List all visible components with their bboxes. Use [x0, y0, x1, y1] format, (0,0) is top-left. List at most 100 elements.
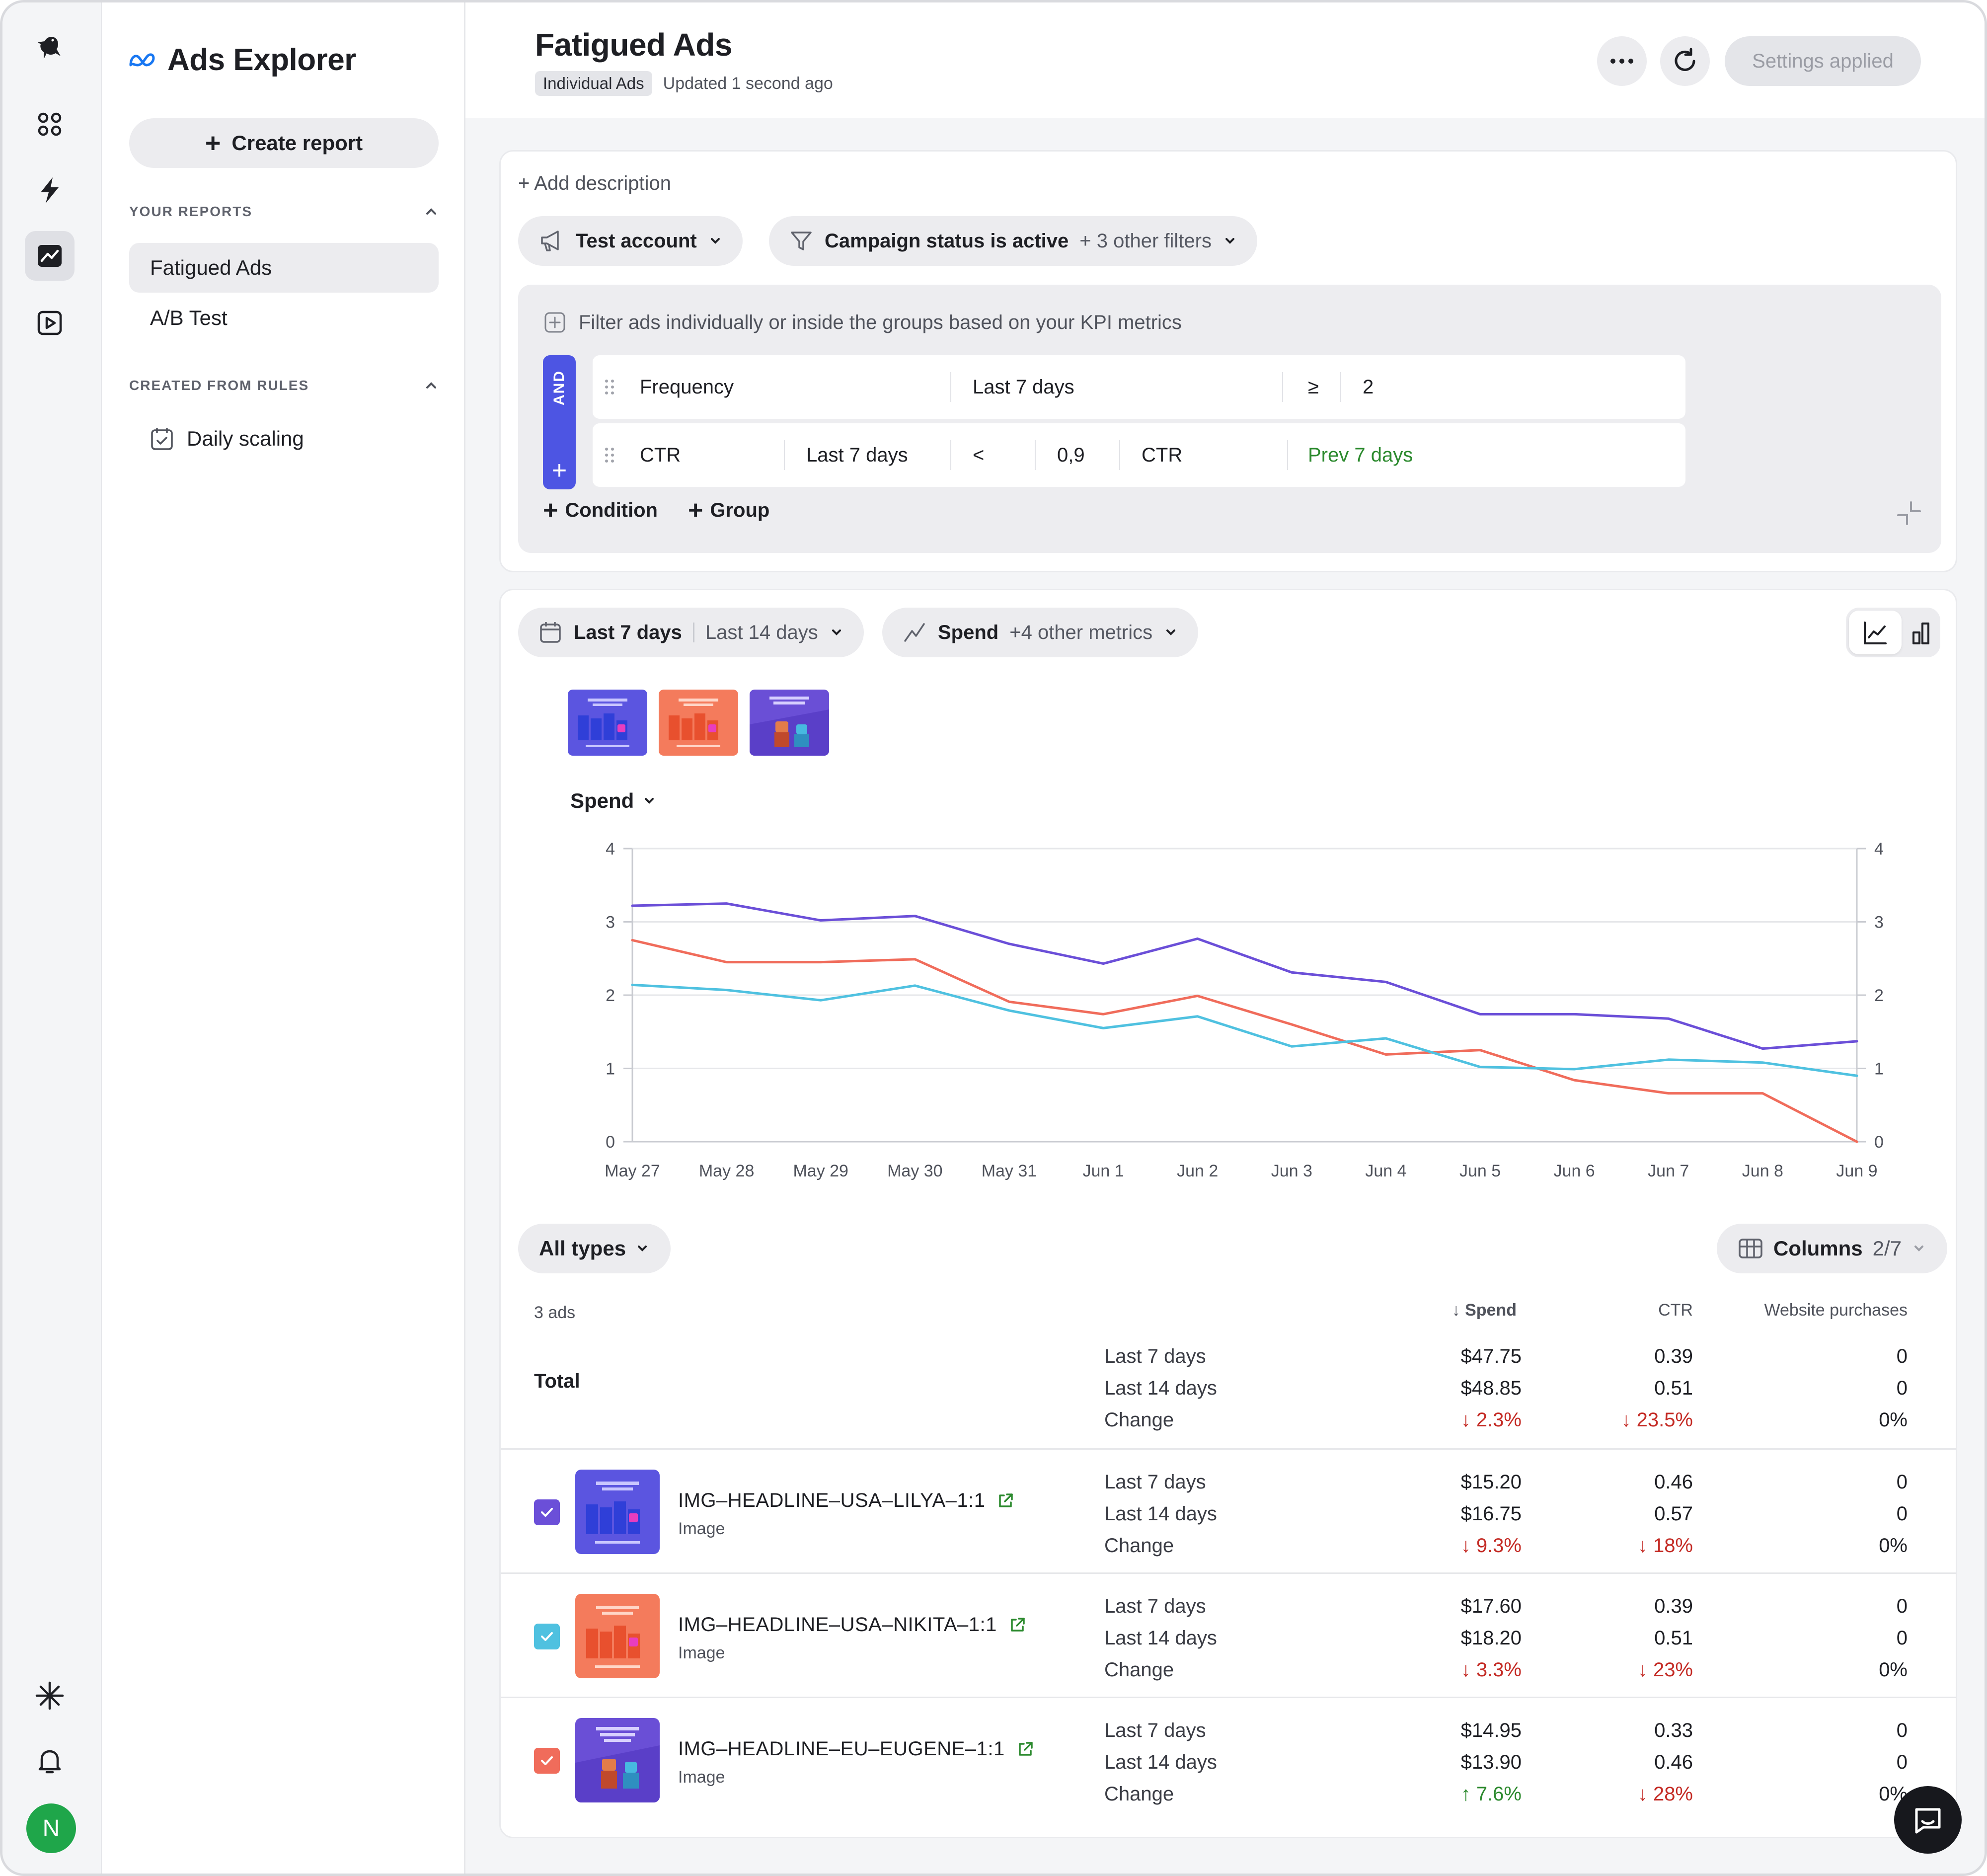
create-report-button[interactable]: + Create report	[129, 118, 439, 168]
chart-metric-label: Spend	[570, 789, 634, 812]
value: 0.51	[1654, 1377, 1693, 1399]
period-last-14: Last 14 days	[1104, 1751, 1217, 1773]
line-chart-view-icon[interactable]	[1862, 620, 1889, 646]
condition-metric[interactable]: CTR	[640, 444, 681, 466]
value: $16.75	[1460, 1503, 1522, 1525]
y-tick-label-right: 2	[1874, 986, 1884, 1005]
condition-operator[interactable]: <	[973, 444, 985, 466]
created-from-rules-header[interactable]: CREATED FROM RULES	[129, 378, 439, 393]
drag-handle-icon[interactable]	[604, 355, 615, 419]
your-reports-header[interactable]: YOUR REPORTS	[129, 204, 439, 220]
megaphone-icon	[541, 231, 559, 251]
condition-compare-metric[interactable]: CTR	[1142, 444, 1183, 466]
ad-thumbnail[interactable]	[575, 1718, 660, 1802]
row-checkbox[interactable]	[534, 1748, 560, 1774]
value: 0%	[1879, 1783, 1908, 1805]
add-to-group-icon[interactable]: +	[551, 456, 567, 485]
apps-grid-icon[interactable]	[25, 99, 75, 149]
bird-logo-icon[interactable]	[25, 22, 75, 72]
ad-name[interactable]: IMG–HEADLINE–USA–NIKITA–1:1	[678, 1614, 1027, 1636]
series-line-2	[631, 938, 1858, 1143]
external-link-icon[interactable]	[1008, 1616, 1027, 1635]
video-play-icon[interactable]	[25, 298, 75, 348]
column-header-website-purchases[interactable]: Website purchases	[1764, 1301, 1908, 1320]
y-tick-label: 3	[606, 913, 615, 932]
bar-chart-view-icon[interactable]	[1911, 620, 1931, 646]
date-range-selector[interactable]: Last 7 days Last 14 days	[518, 608, 864, 657]
row-ctr: 0.46 0.57 ↓ 18%	[1544, 1466, 1693, 1562]
row-spend: $14.95 $13.90 ↑ 7.6%	[1370, 1715, 1522, 1810]
ad-thumbnail-nikita[interactable]	[659, 690, 738, 756]
row-ctr: 0.33 0.46 ↓ 28%	[1544, 1715, 1693, 1810]
table-row[interactable]: IMG–HEADLINE–USA–NIKITA–1:1 Image Last 7…	[501, 1572, 1956, 1697]
condition-value[interactable]: 2	[1363, 376, 1374, 398]
campaign-filter-selector[interactable]: Campaign status is active + 3 other filt…	[769, 216, 1257, 266]
table-row[interactable]: IMG–HEADLINE–EU–EUGENE–1:1 Image Last 7 …	[501, 1697, 1956, 1821]
chevron-down-icon	[1166, 629, 1176, 635]
user-avatar[interactable]: N	[26, 1803, 76, 1853]
x-tick-label: Jun 1	[1082, 1162, 1124, 1180]
refresh-button[interactable]	[1660, 36, 1710, 86]
collapse-icon[interactable]	[1894, 498, 1924, 528]
analytics-icon[interactable]	[25, 231, 75, 281]
ad-thumbnail[interactable]	[575, 1594, 660, 1678]
more-options-button[interactable]	[1597, 36, 1647, 86]
condition-period[interactable]: Last 7 days	[806, 444, 908, 466]
value: 0	[1896, 1751, 1908, 1773]
ad-types-filter[interactable]: All types	[518, 1224, 671, 1273]
sidebar-item-daily-scaling[interactable]: Daily scaling	[149, 426, 304, 452]
row-checkbox[interactable]	[534, 1624, 560, 1649]
sidebar-item-ab-test[interactable]: A/B Test	[129, 293, 439, 343]
column-header-ctr[interactable]: CTR	[1658, 1301, 1693, 1320]
external-link-icon[interactable]	[996, 1491, 1015, 1510]
condition-metric[interactable]: Frequency	[640, 376, 734, 398]
ad-thumbnail-eugene[interactable]	[750, 690, 829, 756]
row-spend: $15.20 $16.75 ↓ 9.3%	[1370, 1466, 1522, 1562]
add-group-button[interactable]: + Group	[688, 497, 769, 523]
chart-metric-selector[interactable]: Spend	[570, 789, 657, 813]
condition-period[interactable]: Last 7 days	[973, 376, 1074, 398]
ad-name[interactable]: IMG–HEADLINE–USA–LILYA–1:1	[678, 1489, 1015, 1512]
create-report-label: Create report	[231, 131, 363, 155]
period-change: Change	[1104, 1659, 1174, 1681]
drag-handle-icon[interactable]	[604, 423, 615, 487]
ad-type: Image	[678, 1768, 725, 1787]
condition-operator[interactable]: ≥	[1308, 376, 1319, 398]
performance-card: Last 7 days Last 14 days Spend +4 other …	[499, 589, 1957, 1838]
account-selector[interactable]: Test account	[518, 216, 743, 266]
x-tick-label: May 27	[605, 1162, 660, 1180]
sparkle-icon[interactable]	[25, 1671, 75, 1720]
plus-icon: +	[543, 496, 558, 525]
total-spend: $47.75 $48.85 ↓ 2.3%	[1370, 1340, 1522, 1436]
lightning-icon[interactable]	[25, 165, 75, 215]
series-line-3	[631, 983, 1858, 1077]
and-group-toggle[interactable]: AND +	[543, 355, 576, 489]
add-condition-button[interactable]: + Condition	[543, 497, 658, 523]
value: $47.75	[1460, 1345, 1522, 1367]
ad-thumbnail-lilya[interactable]	[568, 690, 647, 756]
ad-thumbnail[interactable]	[575, 1470, 660, 1554]
column-header-spend[interactable]: ↓ Spend	[1452, 1301, 1517, 1320]
row-checkbox[interactable]	[534, 1499, 560, 1525]
settings-applied-button[interactable]: Settings applied	[1725, 36, 1921, 86]
columns-selector[interactable]: Columns 2/7	[1717, 1224, 1948, 1273]
funnel-icon	[791, 232, 812, 250]
external-link-icon[interactable]	[1016, 1740, 1035, 1759]
condition-compare-period[interactable]: Prev 7 days	[1308, 444, 1413, 466]
condition-value[interactable]: 0,9	[1057, 444, 1085, 466]
period-change: Change	[1104, 1409, 1174, 1431]
ad-name[interactable]: IMG–HEADLINE–EU–EUGENE–1:1	[678, 1738, 1035, 1760]
chat-support-button[interactable]	[1894, 1786, 1962, 1854]
metric-label: Spend	[938, 621, 999, 643]
metrics-selector[interactable]: Spend +4 other metrics	[882, 608, 1199, 657]
campaign-filter-label: Campaign status is active	[825, 230, 1069, 252]
ad-types-label: All types	[539, 1237, 626, 1260]
sidebar-item-fatigued-ads[interactable]: Fatigued Ads	[129, 243, 439, 293]
y-tick-label: 4	[606, 840, 615, 859]
kpi-filter-panel: Filter ads individually or inside the gr…	[518, 285, 1941, 553]
period-last-14: Last 14 days	[1104, 1627, 1217, 1649]
add-description-link[interactable]: + Add description	[518, 172, 671, 194]
y-tick-label-right: 4	[1874, 840, 1884, 859]
table-row[interactable]: IMG–HEADLINE–USA–LILYA–1:1 Image Last 7 …	[501, 1448, 1956, 1572]
bell-icon[interactable]	[25, 1736, 75, 1786]
